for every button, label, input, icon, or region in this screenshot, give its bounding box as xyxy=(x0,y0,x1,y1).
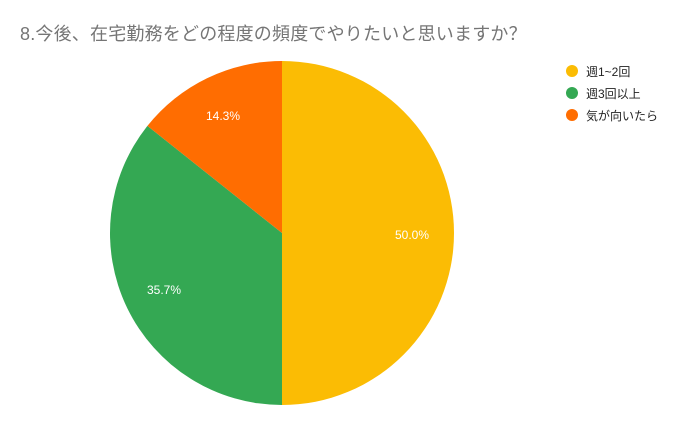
slice-label-2: 14.3% xyxy=(206,109,240,123)
legend-item-weekly-1-2[interactable]: 週1~2回 xyxy=(566,60,658,82)
slice-label-0: 50.0% xyxy=(395,228,429,242)
legend: 週1~2回 週3回以上 気が向いたら xyxy=(566,60,658,126)
slice-label-1: 35.7% xyxy=(147,283,181,297)
pie-slice-1[interactable] xyxy=(110,125,283,406)
legend-label: 気が向いたら xyxy=(586,108,659,123)
legend-item-when-feel-like[interactable]: 気が向いたら xyxy=(566,104,658,126)
legend-label: 週3回以上 xyxy=(586,86,641,101)
chart-title: 8.今後、在宅勤務をどの程度の頻度でやりたいと思いますか？ xyxy=(20,24,527,44)
legend-dot-icon xyxy=(566,109,578,121)
legend-dot-icon xyxy=(566,65,578,77)
legend-label: 週1~2回 xyxy=(586,64,631,79)
legend-item-weekly-3-plus[interactable]: 週3回以上 xyxy=(566,82,658,104)
pie-slice-0[interactable] xyxy=(282,61,454,405)
legend-dot-icon xyxy=(566,87,578,99)
pie-slice-2[interactable] xyxy=(147,61,282,233)
